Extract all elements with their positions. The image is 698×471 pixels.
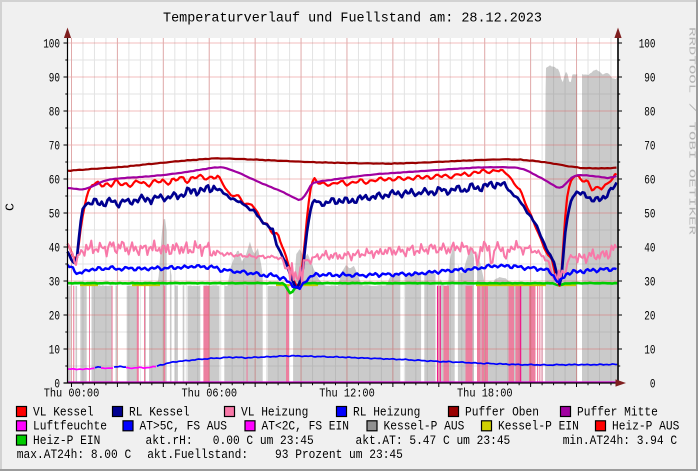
svg-text:AT<2C, FS EIN: AT<2C, FS EIN <box>262 419 350 434</box>
svg-text:Thu 12:00: Thu 12:00 <box>319 386 375 400</box>
svg-text:Heiz-P EIN: Heiz-P EIN <box>33 433 100 448</box>
svg-text:80: 80 <box>644 105 655 120</box>
svg-text:20: 20 <box>49 309 60 324</box>
svg-text:10: 10 <box>644 343 655 358</box>
svg-text:Kessel-P AUS: Kessel-P AUS <box>384 419 465 434</box>
svg-text:Thu 18:00: Thu 18:00 <box>457 386 513 400</box>
svg-text:30: 30 <box>644 275 655 290</box>
svg-text:Puffer Mitte: Puffer Mitte <box>577 404 658 419</box>
svg-text:40: 40 <box>644 241 655 256</box>
svg-text:max.AT24h: 8.00 C: max.AT24h: 8.00 C <box>17 447 131 462</box>
svg-text:Temperaturverlauf und Fuellsta: Temperaturverlauf und Fuellstand am: 28.… <box>163 12 542 27</box>
svg-text:50: 50 <box>49 207 60 222</box>
svg-text:min.AT24h: 3.94 C: min.AT24h: 3.94 C <box>563 433 677 448</box>
svg-text:70: 70 <box>49 139 60 154</box>
svg-text:AT>5C, FS AUS: AT>5C, FS AUS <box>140 419 228 434</box>
svg-text:100: 100 <box>43 37 60 52</box>
svg-text:0: 0 <box>650 377 656 392</box>
svg-text:Heiz-P AUS: Heiz-P AUS <box>612 419 679 434</box>
svg-text:60: 60 <box>49 173 60 188</box>
svg-text:C: C <box>4 203 18 211</box>
svg-text:Thu 00:00: Thu 00:00 <box>44 386 100 400</box>
svg-text:20: 20 <box>644 309 655 324</box>
svg-text:akt.Fuellstand: 93 Prozent: akt.Fuellstand: 93 Prozent um 23:45 <box>147 447 403 462</box>
svg-text:60: 60 <box>644 173 655 188</box>
svg-text:RL Kessel: RL Kessel <box>129 404 190 419</box>
svg-text:90: 90 <box>644 71 655 86</box>
svg-text:90: 90 <box>49 71 60 86</box>
svg-text:akt.AT: 5.47 C um 23:45: akt.AT: 5.47 C um 23:45 <box>356 433 511 448</box>
svg-text:VL Kessel: VL Kessel <box>33 404 94 419</box>
svg-text:Puffer Oben: Puffer Oben <box>465 404 539 419</box>
svg-text:50: 50 <box>644 207 655 222</box>
svg-text:Thu 06:00: Thu 06:00 <box>182 386 238 400</box>
svg-text:100: 100 <box>639 37 656 52</box>
svg-text:akt.rH: 0.00 C um 23:45: akt.rH: 0.00 C um 23:45 <box>146 433 314 448</box>
svg-text:30: 30 <box>49 275 60 290</box>
svg-text:RL Heizung: RL Heizung <box>353 404 420 419</box>
svg-text:Kessel-P EIN: Kessel-P EIN <box>498 419 579 434</box>
svg-text:VL Heizung: VL Heizung <box>241 404 308 419</box>
svg-text:0: 0 <box>54 377 60 392</box>
svg-text:Luftfeuchte: Luftfeuchte <box>33 419 107 434</box>
svg-text:70: 70 <box>644 139 655 154</box>
svg-text:10: 10 <box>49 343 60 358</box>
svg-text:RRDTOOL / TOBI OETIKER: RRDTOOL / TOBI OETIKER <box>687 27 698 235</box>
svg-text:40: 40 <box>49 241 60 256</box>
svg-text:80: 80 <box>49 105 60 120</box>
